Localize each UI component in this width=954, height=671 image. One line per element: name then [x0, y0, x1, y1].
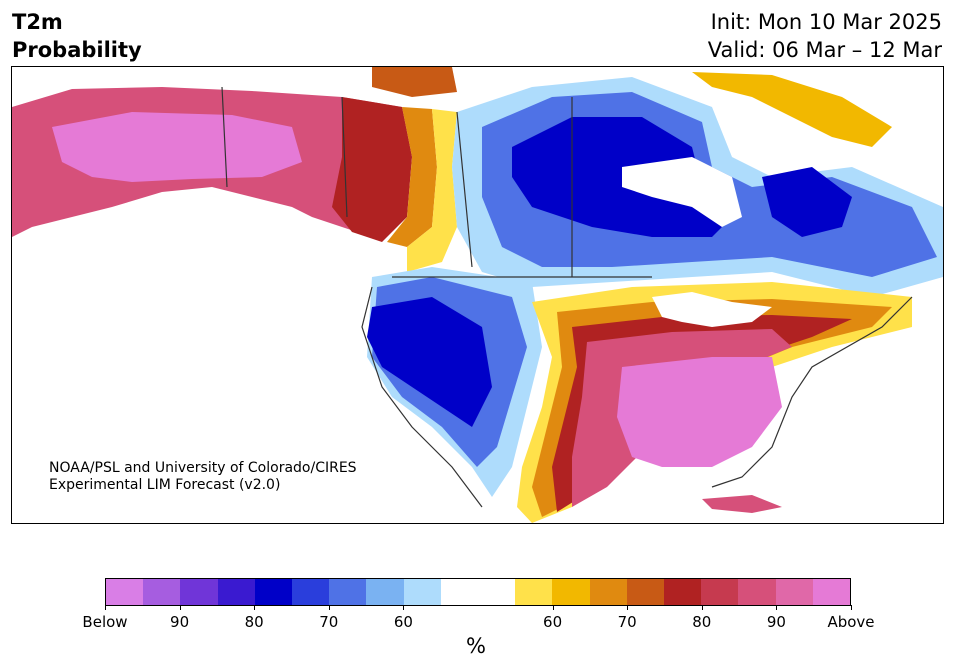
- map-title: T2m Probability: [12, 8, 142, 64]
- region-east-above-core: [617, 357, 782, 467]
- colorbar-segment: [143, 579, 181, 605]
- title-line-2: Probability: [12, 38, 142, 62]
- coastline-east: [711, 296, 913, 488]
- border-canada-provinces: [221, 86, 573, 277]
- colorbar-tick-mark: [776, 605, 778, 610]
- colorbar-segment: [552, 579, 590, 605]
- region-nwcan-orange: [387, 107, 437, 247]
- colorbar-segment: [440, 579, 479, 605]
- colorbar-tick-label: Above: [827, 613, 875, 631]
- colorbar-tick-mark: [627, 605, 629, 610]
- colorbar-segment: [403, 579, 441, 605]
- colorbar-tick-label: 60: [393, 613, 413, 631]
- credit-text: NOAA/PSL and University of Colorado/CIRE…: [49, 460, 357, 494]
- colorbar-segment: [329, 579, 367, 605]
- boundaries: [221, 86, 913, 508]
- colorbar-tick-label: 80: [244, 613, 264, 631]
- hudson-bay: [622, 157, 742, 227]
- region-alaska-core: [52, 112, 302, 182]
- credit-line-1: NOAA/PSL and University of Colorado/CIRE…: [49, 460, 357, 476]
- colorbar-segment: [180, 579, 218, 605]
- colorbar: [105, 578, 851, 606]
- colorbar-tick-mark: [403, 605, 405, 610]
- colorbar-segment: [738, 579, 776, 605]
- region-arctic-orange: [372, 67, 457, 97]
- forecast-map: [11, 66, 944, 524]
- credit-line-2: Experimental LIM Forecast (v2.0): [49, 477, 281, 493]
- region-arctic-yellow: [692, 72, 892, 147]
- colorbar-segment: [664, 579, 702, 605]
- region-labrador-cold: [762, 167, 852, 237]
- great-lakes: [652, 292, 772, 327]
- colorbar-tick-mark: [105, 605, 106, 610]
- colorbar-segment: [292, 579, 330, 605]
- colorbar-segment: [254, 579, 293, 605]
- colorbar-segment: [812, 579, 851, 605]
- region-nwcan-red: [332, 97, 412, 242]
- colorbar-segment: [106, 579, 144, 605]
- colorbar-unit: %: [466, 634, 486, 658]
- colorbar-tick-label: 70: [617, 613, 637, 631]
- colorbar-tick-label: 90: [170, 613, 190, 631]
- colorbar-segment: [366, 579, 404, 605]
- region-prairie-yellow: [407, 109, 457, 272]
- cuba: [702, 495, 782, 513]
- colorbar-segment: [701, 579, 739, 605]
- colorbar-segment: [626, 579, 665, 605]
- init-date: Init: Mon 10 Mar 2025: [710, 10, 942, 34]
- colorbar-segment: [478, 579, 516, 605]
- colorbar-segment: [217, 579, 255, 605]
- coastline-west: [361, 286, 483, 508]
- colorbar-tick-label: Below: [82, 613, 128, 631]
- colorbar-tick-mark: [254, 605, 256, 610]
- colorbar-tick-mark: [328, 605, 330, 610]
- colorbar-segment: [589, 579, 627, 605]
- init-valid-label: Init: Mon 10 Mar 2025 Valid: 06 Mar – 12…: [708, 8, 942, 64]
- colorbar-tick-mark: [552, 605, 554, 610]
- colorbar-tick-mark: [851, 605, 852, 610]
- colorbar-tick-label: 60: [543, 613, 563, 631]
- title-line-1: T2m: [12, 10, 63, 34]
- colorbar-tick-label: 80: [692, 613, 712, 631]
- colorbar-tick-label: 70: [319, 613, 339, 631]
- colorbar-segment: [515, 579, 553, 605]
- colorbar-segment: [775, 579, 813, 605]
- valid-range: Valid: 06 Mar – 12 Mar: [707, 38, 942, 62]
- colorbar-tick-label: 90: [766, 613, 786, 631]
- colorbar-tick-mark: [701, 605, 703, 610]
- map-svg: [12, 67, 943, 523]
- region-west-cold-strong: [367, 297, 492, 427]
- colorbar-tick-mark: [179, 605, 181, 610]
